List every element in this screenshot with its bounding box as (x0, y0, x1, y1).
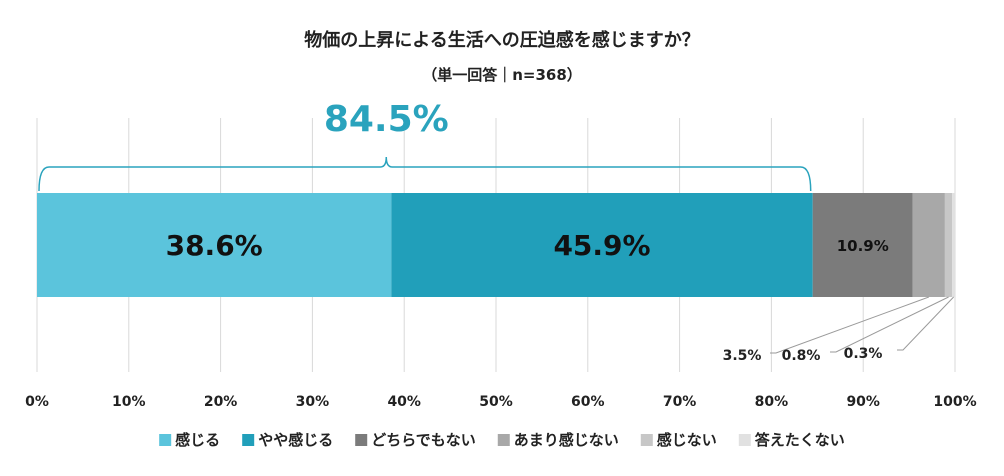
leader-line (830, 296, 949, 353)
x-tick-label: 90% (846, 394, 880, 410)
legend-label: 感じない (657, 431, 717, 449)
legend-swatch (640, 434, 653, 446)
x-tick-label: 0% (25, 394, 49, 410)
legend-label: どちらでもない (371, 431, 476, 449)
bar-segment (944, 193, 953, 297)
leader-line (897, 296, 954, 351)
legend: 感じる やや感じる どちらでもない あまり感じない 感じない 答えたくない (159, 431, 845, 449)
data-label: 45.9% (553, 229, 650, 262)
bracket-annotation: 84.5% (38, 99, 812, 192)
bracket-line (38, 156, 812, 192)
x-tick-label: 30% (296, 394, 330, 410)
leader-line (770, 296, 930, 354)
chart-subtitle: （単一回答｜n=368） (422, 66, 582, 84)
bar-segment (391, 193, 813, 297)
bar-segment (37, 193, 392, 297)
x-tick-label: 60% (571, 394, 605, 410)
bar-segments: 38.6% 45.9% 10.9% 3.5% 0.8% 0.3% (37, 193, 955, 364)
data-label: 0.3% (844, 346, 883, 362)
x-tick-label: 10% (112, 394, 146, 410)
chart-title: 物価の上昇による生活への圧迫感を感じますか？ (304, 29, 699, 51)
x-tick-label: 20% (204, 394, 238, 410)
x-axis: 0% 10% 20% 30% 40% 50% 60% 70% 80% 90% 100% (25, 394, 977, 410)
legend-swatch (738, 434, 751, 446)
data-label: 10.9% (837, 237, 889, 255)
legend-swatch (355, 434, 368, 446)
legend-label: あまり感じない (514, 431, 619, 449)
bracket-label: 84.5% (324, 99, 449, 140)
legend-label: やや感じる (258, 431, 333, 449)
data-label: 3.5% (723, 348, 762, 364)
x-tick-label: 100% (933, 394, 976, 410)
x-tick-label: 40% (387, 394, 421, 410)
bar-segment (952, 193, 955, 297)
legend-swatch (159, 434, 172, 446)
bar-segment (812, 193, 913, 297)
data-label: 38.6% (166, 229, 263, 262)
x-tick-label: 80% (755, 394, 789, 410)
bar-segment (912, 193, 945, 297)
legend-swatch (242, 434, 255, 446)
legend-label: 感じる (175, 431, 220, 449)
legend-label: 答えたくない (755, 431, 845, 449)
legend-swatch (497, 434, 510, 446)
data-label: 0.8% (782, 348, 821, 364)
x-tick-label: 70% (663, 394, 697, 410)
x-tick-label: 50% (479, 394, 513, 410)
